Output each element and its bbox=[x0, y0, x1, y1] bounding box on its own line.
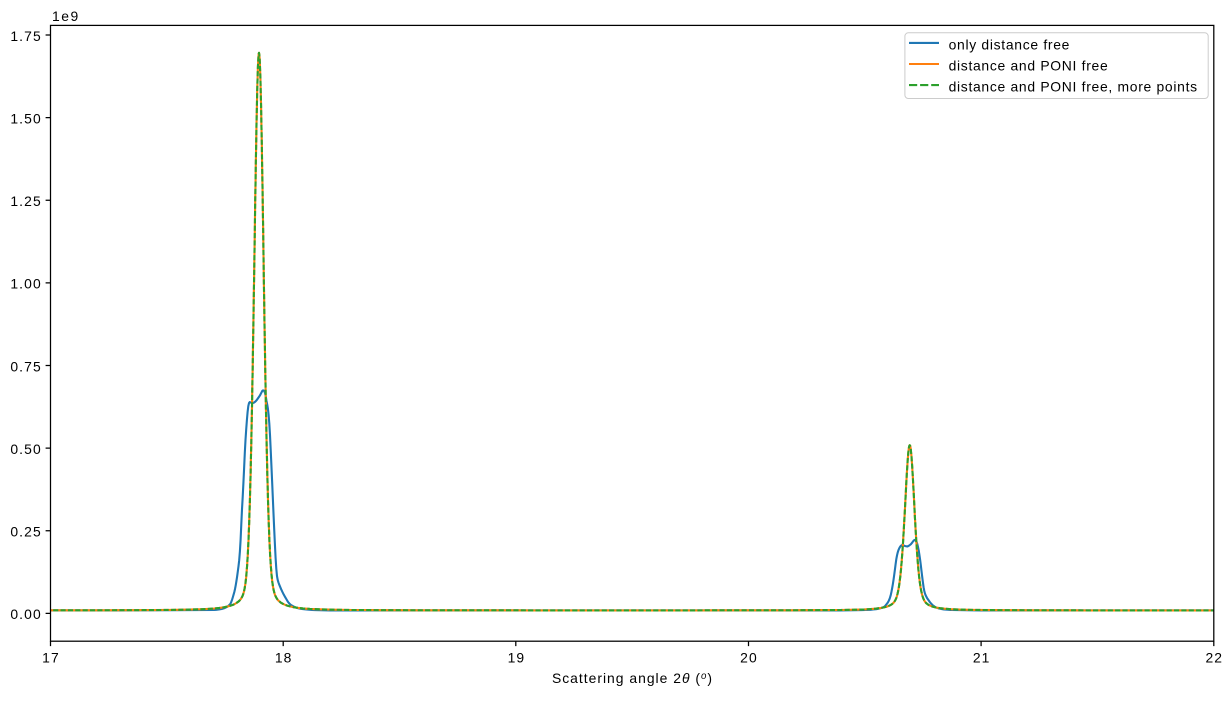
svg-text:distance and PONI free: distance and PONI free bbox=[949, 58, 1109, 74]
svg-text:1e9: 1e9 bbox=[52, 8, 80, 24]
svg-text:20: 20 bbox=[740, 650, 758, 666]
svg-text:1.75: 1.75 bbox=[10, 28, 41, 44]
svg-text:0.25: 0.25 bbox=[10, 524, 41, 540]
svg-text:19: 19 bbox=[508, 650, 526, 666]
svg-text:0.00: 0.00 bbox=[10, 606, 41, 622]
svg-text:22: 22 bbox=[1205, 650, 1223, 666]
svg-text:only distance free: only distance free bbox=[949, 37, 1070, 53]
svg-text:1.00: 1.00 bbox=[10, 276, 41, 292]
svg-text:Scattering angle 2θ (o): Scattering angle 2θ (o) bbox=[552, 670, 713, 686]
svg-text:18: 18 bbox=[275, 650, 293, 666]
svg-text:17: 17 bbox=[42, 650, 60, 666]
svg-text:1.50: 1.50 bbox=[10, 110, 41, 126]
svg-text:0.50: 0.50 bbox=[10, 441, 41, 457]
svg-text:distance and PONI free, more p: distance and PONI free, more points bbox=[949, 79, 1198, 95]
svg-text:1.25: 1.25 bbox=[10, 193, 41, 209]
svg-text:21: 21 bbox=[973, 650, 991, 666]
svg-text:0.75: 0.75 bbox=[10, 358, 41, 374]
